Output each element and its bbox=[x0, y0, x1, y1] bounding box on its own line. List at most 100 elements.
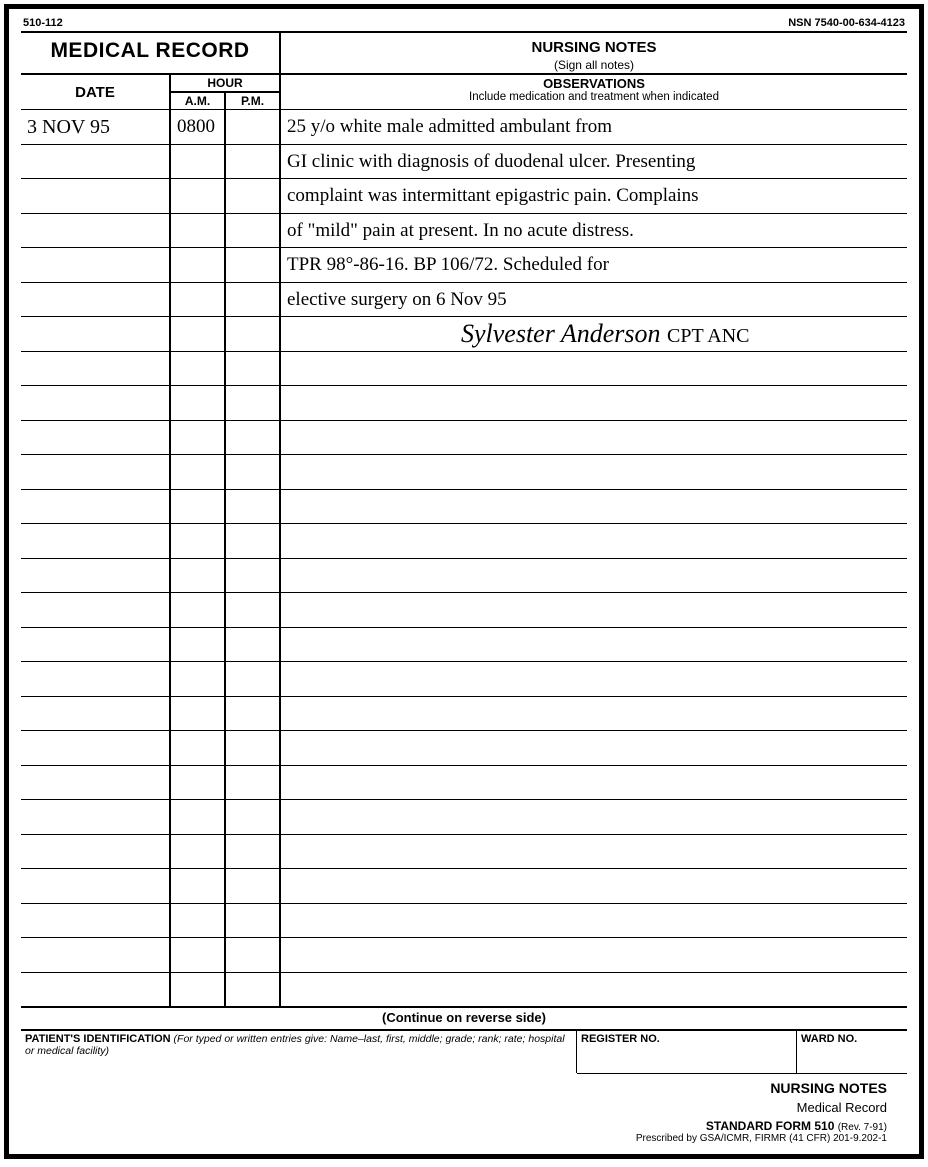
date-cell[interactable] bbox=[21, 903, 171, 938]
obs-cell[interactable] bbox=[281, 834, 907, 869]
pm-cell[interactable] bbox=[226, 592, 281, 627]
obs-cell[interactable] bbox=[281, 420, 907, 455]
pm-cell[interactable] bbox=[226, 868, 281, 903]
am-cell[interactable] bbox=[171, 247, 226, 282]
pm-cell[interactable] bbox=[226, 213, 281, 248]
pm-cell[interactable] bbox=[226, 730, 281, 765]
date-cell[interactable] bbox=[21, 282, 171, 317]
am-cell[interactable] bbox=[171, 868, 226, 903]
am-cell[interactable] bbox=[171, 351, 226, 386]
pm-cell[interactable] bbox=[226, 385, 281, 420]
am-cell[interactable] bbox=[171, 834, 226, 869]
obs-cell[interactable] bbox=[281, 799, 907, 834]
pm-cell[interactable] bbox=[226, 523, 281, 558]
am-cell[interactable] bbox=[171, 696, 226, 731]
obs-cell[interactable]: 25 y/o white male admitted ambulant from bbox=[281, 109, 907, 144]
obs-cell[interactable] bbox=[281, 730, 907, 765]
date-cell[interactable] bbox=[21, 972, 171, 1007]
date-cell[interactable] bbox=[21, 558, 171, 593]
obs-cell[interactable] bbox=[281, 454, 907, 489]
pm-cell[interactable] bbox=[226, 144, 281, 179]
pm-cell[interactable] bbox=[226, 351, 281, 386]
am-cell[interactable]: 0800 bbox=[171, 109, 226, 144]
am-cell[interactable] bbox=[171, 730, 226, 765]
am-cell[interactable] bbox=[171, 799, 226, 834]
pm-cell[interactable] bbox=[226, 903, 281, 938]
obs-cell[interactable]: TPR 98°-86-16. BP 106/72. Scheduled for bbox=[281, 247, 907, 282]
obs-cell[interactable]: elective surgery on 6 Nov 95 bbox=[281, 282, 907, 317]
date-cell[interactable] bbox=[21, 454, 171, 489]
date-cell[interactable] bbox=[21, 385, 171, 420]
am-cell[interactable] bbox=[171, 972, 226, 1007]
date-cell[interactable] bbox=[21, 696, 171, 731]
obs-cell[interactable] bbox=[281, 385, 907, 420]
am-cell[interactable] bbox=[171, 903, 226, 938]
date-cell[interactable] bbox=[21, 868, 171, 903]
obs-cell[interactable]: GI clinic with diagnosis of duodenal ulc… bbox=[281, 144, 907, 179]
date-cell[interactable] bbox=[21, 730, 171, 765]
am-cell[interactable] bbox=[171, 420, 226, 455]
pm-cell[interactable] bbox=[226, 282, 281, 317]
am-cell[interactable] bbox=[171, 178, 226, 213]
date-cell[interactable] bbox=[21, 834, 171, 869]
pm-cell[interactable] bbox=[226, 661, 281, 696]
obs-cell[interactable] bbox=[281, 868, 907, 903]
date-cell[interactable] bbox=[21, 247, 171, 282]
date-cell[interactable] bbox=[21, 523, 171, 558]
am-cell[interactable] bbox=[171, 213, 226, 248]
pm-cell[interactable] bbox=[226, 627, 281, 662]
pm-cell[interactable] bbox=[226, 316, 281, 351]
obs-cell[interactable] bbox=[281, 592, 907, 627]
date-cell[interactable] bbox=[21, 420, 171, 455]
date-cell[interactable] bbox=[21, 178, 171, 213]
obs-cell[interactable]: complaint was intermittant epigastric pa… bbox=[281, 178, 907, 213]
obs-cell[interactable] bbox=[281, 903, 907, 938]
am-cell[interactable] bbox=[171, 592, 226, 627]
pm-cell[interactable] bbox=[226, 799, 281, 834]
date-cell[interactable] bbox=[21, 765, 171, 800]
date-cell[interactable] bbox=[21, 661, 171, 696]
date-cell[interactable] bbox=[21, 316, 171, 351]
am-cell[interactable] bbox=[171, 316, 226, 351]
pm-cell[interactable] bbox=[226, 937, 281, 972]
obs-cell[interactable] bbox=[281, 661, 907, 696]
date-cell[interactable] bbox=[21, 351, 171, 386]
obs-cell[interactable] bbox=[281, 523, 907, 558]
date-cell[interactable] bbox=[21, 592, 171, 627]
pm-cell[interactable] bbox=[226, 109, 281, 144]
am-cell[interactable] bbox=[171, 523, 226, 558]
am-cell[interactable] bbox=[171, 385, 226, 420]
obs-cell[interactable] bbox=[281, 627, 907, 662]
am-cell[interactable] bbox=[171, 489, 226, 524]
date-cell[interactable] bbox=[21, 213, 171, 248]
obs-cell[interactable] bbox=[281, 765, 907, 800]
date-cell[interactable] bbox=[21, 799, 171, 834]
date-cell[interactable] bbox=[21, 937, 171, 972]
am-cell[interactable] bbox=[171, 144, 226, 179]
am-cell[interactable] bbox=[171, 282, 226, 317]
pm-cell[interactable] bbox=[226, 178, 281, 213]
date-cell[interactable] bbox=[21, 489, 171, 524]
am-cell[interactable] bbox=[171, 558, 226, 593]
pm-cell[interactable] bbox=[226, 765, 281, 800]
pm-cell[interactable] bbox=[226, 558, 281, 593]
obs-cell[interactable] bbox=[281, 558, 907, 593]
date-cell[interactable] bbox=[21, 627, 171, 662]
pm-cell[interactable] bbox=[226, 972, 281, 1007]
am-cell[interactable] bbox=[171, 627, 226, 662]
obs-cell[interactable] bbox=[281, 696, 907, 731]
pm-cell[interactable] bbox=[226, 247, 281, 282]
obs-cell[interactable] bbox=[281, 972, 907, 1007]
date-cell[interactable] bbox=[21, 144, 171, 179]
date-cell[interactable]: 3 NOV 95 bbox=[21, 109, 171, 144]
pm-cell[interactable] bbox=[226, 454, 281, 489]
obs-cell[interactable] bbox=[281, 489, 907, 524]
pm-cell[interactable] bbox=[226, 489, 281, 524]
obs-cell[interactable]: of "mild" pain at present. In no acute d… bbox=[281, 213, 907, 248]
am-cell[interactable] bbox=[171, 661, 226, 696]
pm-cell[interactable] bbox=[226, 696, 281, 731]
pm-cell[interactable] bbox=[226, 834, 281, 869]
am-cell[interactable] bbox=[171, 454, 226, 489]
pm-cell[interactable] bbox=[226, 420, 281, 455]
obs-cell[interactable] bbox=[281, 937, 907, 972]
